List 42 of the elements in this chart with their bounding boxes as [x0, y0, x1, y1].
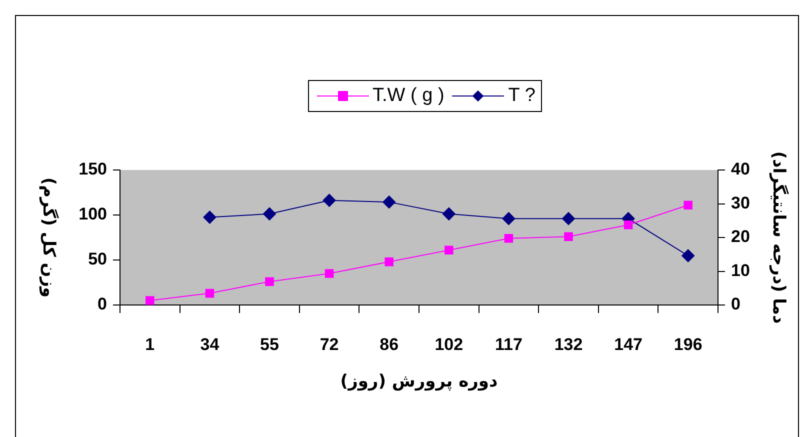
x-tick-label: 102	[434, 334, 464, 354]
x-tick-label: 1	[145, 334, 155, 354]
y2-tick-label: 10	[731, 260, 750, 280]
y2-axis-title: دما (درجه سانتیگراد)	[768, 151, 790, 324]
point	[146, 296, 154, 305]
y2-tick-label: 20	[731, 227, 750, 246]
y2-tick-label: 0	[731, 294, 740, 314]
point	[504, 234, 514, 243]
point	[382, 196, 396, 209]
x-tick-label: 196	[674, 334, 702, 354]
x-tick-label: 55	[260, 334, 279, 354]
point	[502, 212, 516, 226]
point	[562, 212, 575, 226]
point	[203, 210, 216, 224]
x-tick-label: 117	[494, 334, 522, 354]
point	[263, 207, 276, 220]
x-tick-label: 34	[200, 334, 220, 354]
point	[624, 220, 633, 230]
y-axis-title: وزن کل (گرم)	[38, 177, 60, 298]
point	[322, 194, 336, 207]
y-tick-label: 100	[78, 204, 107, 224]
y-tick-label: 150	[78, 160, 107, 179]
point	[684, 200, 692, 210]
point	[442, 207, 456, 220]
y-tick-label: 50	[88, 250, 107, 269]
y2-tick-label: 30	[731, 193, 750, 212]
x-tick-label: 72	[320, 334, 339, 354]
y-tick-label: 0	[98, 294, 107, 314]
x-tick-label: 147	[614, 334, 642, 354]
point	[205, 288, 214, 298]
point	[265, 277, 274, 286]
y2-tick-label: 40	[731, 160, 750, 179]
x-tick-label: 86	[380, 334, 399, 354]
point	[682, 249, 695, 262]
x-tick-label: 132	[554, 334, 583, 354]
x-axis-title: دوره پرورش (روز)	[340, 371, 498, 392]
legend-label: T.W ( g )	[372, 85, 444, 107]
point	[384, 257, 394, 266]
point	[324, 269, 334, 278]
point	[564, 232, 573, 241]
point	[444, 246, 454, 254]
legend-label: T ?	[508, 85, 536, 107]
